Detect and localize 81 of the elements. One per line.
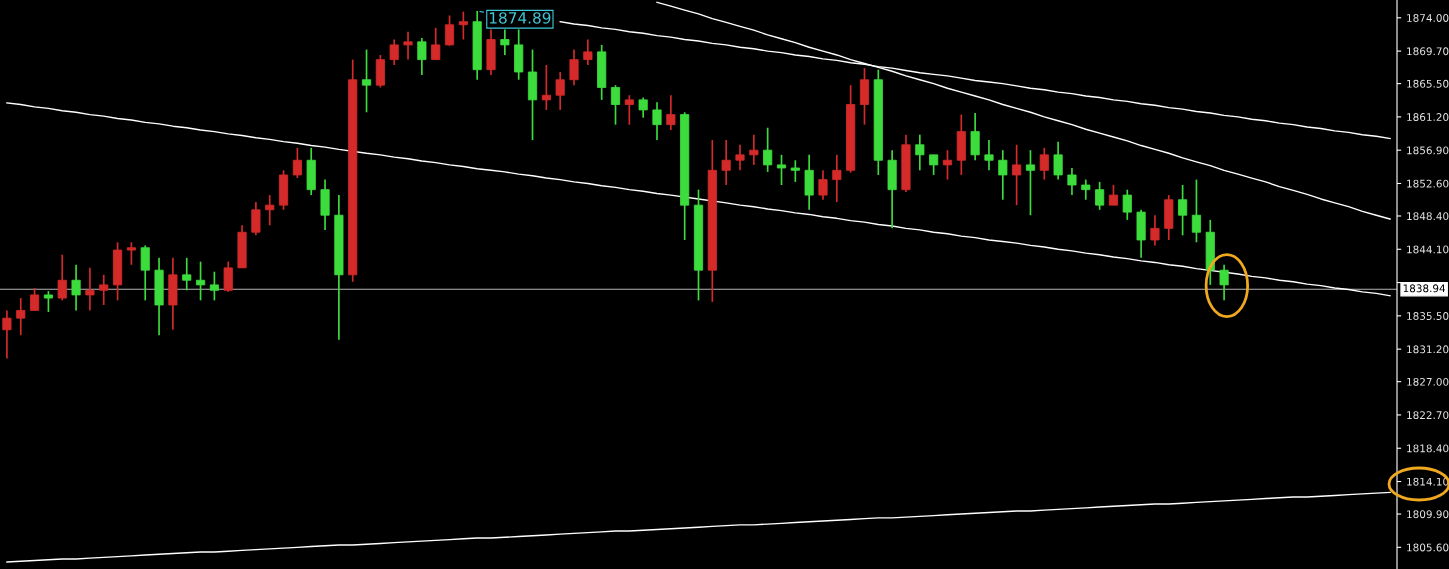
y-tick-label: 1831.20 [1407,345,1449,354]
y-tick-label: 1818.40 [1407,444,1449,453]
candlestick [16,297,26,337]
candlestick [818,169,828,201]
candlestick [555,71,565,111]
candlestick [583,38,593,66]
candlestick [541,64,551,111]
candlestick [1191,178,1202,244]
y-tick-label: 1865.50 [1407,79,1449,88]
candlestick [1219,263,1229,302]
ref-line-label: 1838.94 [1403,284,1446,293]
candlestick [292,147,302,179]
y-tick-label: 1809.90 [1407,510,1449,519]
candlestick [99,273,109,306]
candlestick [223,260,233,293]
candlestick [749,133,759,166]
candlestick [915,133,925,172]
candlestick [71,263,81,312]
candlestick [43,290,53,313]
candlestick [970,112,980,162]
candlestick [569,48,579,86]
candlestick [1039,147,1049,181]
candlestick [652,101,662,141]
candlestick [790,159,800,183]
candlestick [209,270,219,302]
y-tick-label: 1848.40 [1407,212,1449,221]
candlestick [638,96,648,119]
line-series [6,491,1391,563]
candlestick [2,309,12,360]
candlestick [984,139,994,172]
y-tick-label: 1814.10 [1407,477,1449,486]
y-tick-label: 1844.10 [1407,245,1449,254]
candlestick [929,153,939,176]
candlestick [126,241,136,266]
candlestick [998,149,1008,201]
candlestick [57,253,67,302]
candlestick [458,10,468,41]
candlestick [431,27,441,61]
candlestick [251,201,261,237]
y-tick-label: 1827.00 [1407,377,1449,386]
line-series [6,102,1391,297]
candlestick [30,287,40,312]
candlestick [85,267,95,312]
candlestick [735,143,745,172]
candlestick [1122,188,1132,221]
candlestick [403,30,413,61]
y-tick-label: 1856.90 [1407,146,1449,155]
y-tick-label: 1874.00 [1407,14,1449,22]
y-tick-label: 1861.20 [1407,113,1449,121]
candlestick [666,94,676,131]
candlestick [195,260,206,302]
y-tick-label: 1852.60 [1407,179,1449,188]
candlestick [1081,178,1091,201]
candlestick [140,244,150,302]
annotation: 1874.89 [489,12,551,24]
candlestick [182,256,192,292]
candlestick [763,126,773,173]
y-tick-label: 1805.60 [1407,543,1449,552]
candlestick [942,149,953,181]
candlestick [1150,214,1160,247]
candlestick [776,153,787,186]
candlestick [1067,167,1077,196]
y-tick-label: 1835.50 [1407,312,1449,320]
candlestick [832,153,842,203]
candlestick [1053,140,1063,181]
y-tick-label: 1822.70 [1407,411,1449,420]
candlestick [500,28,510,56]
candlestick [1108,184,1119,206]
candlestick [721,139,731,186]
candlestick [389,38,399,66]
candlestick [624,94,634,126]
candlestick [610,84,621,126]
candlestick [417,37,427,76]
y-tick-label: 1869.70 [1407,47,1449,56]
candlestick [1178,184,1188,237]
candlestick [444,14,455,47]
candlestick [1095,181,1105,211]
candlestick [1012,143,1022,206]
candlestick [1025,149,1036,217]
candlestick [265,194,275,227]
candlestick [361,48,372,114]
